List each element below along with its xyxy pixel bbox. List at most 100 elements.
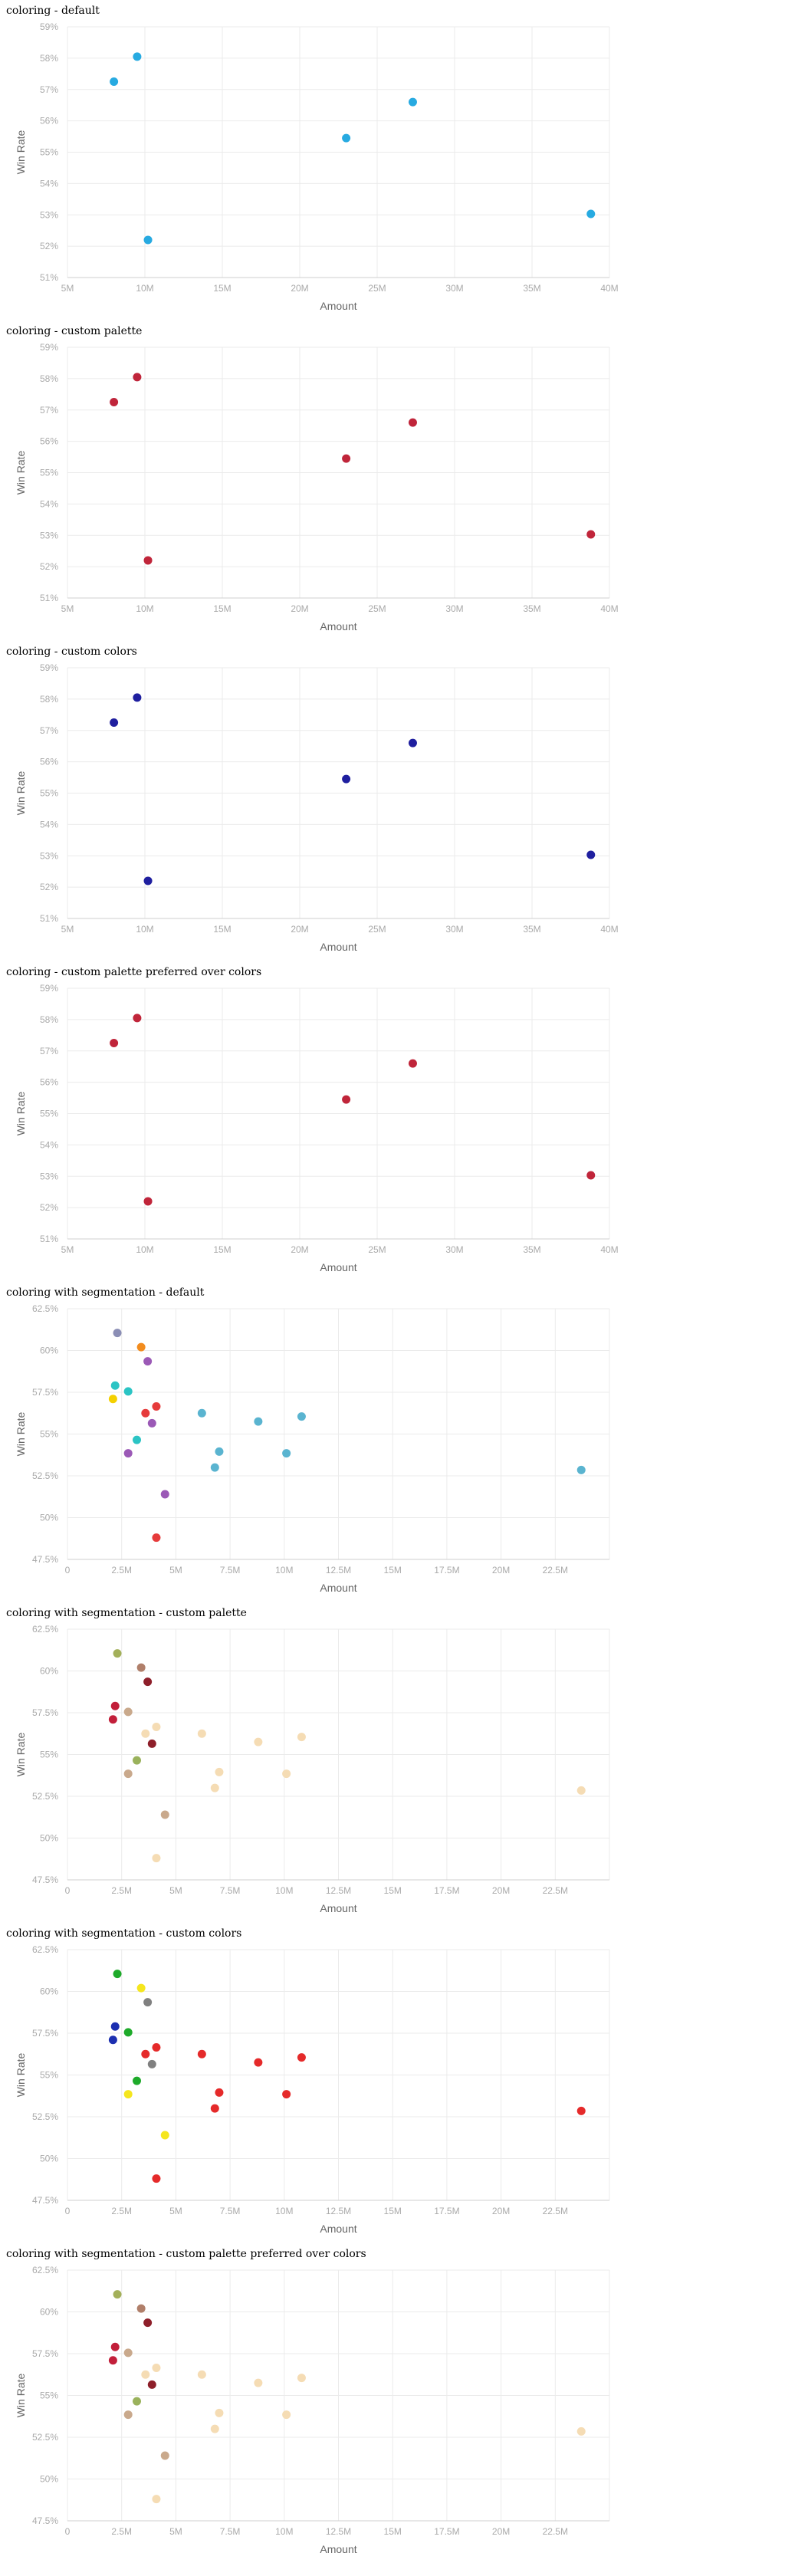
data-point[interactable] <box>136 1342 146 1352</box>
data-point[interactable] <box>123 2348 133 2358</box>
data-point[interactable] <box>254 2378 263 2387</box>
data-point[interactable] <box>141 1729 150 1738</box>
data-point[interactable] <box>210 1783 219 1792</box>
data-point[interactable] <box>297 1412 306 1421</box>
data-point[interactable] <box>143 1998 153 2007</box>
data-point[interactable] <box>586 1171 596 1180</box>
data-point[interactable] <box>297 2053 306 2062</box>
data-point[interactable] <box>254 2058 263 2067</box>
data-point[interactable] <box>123 1707 133 1717</box>
data-point[interactable] <box>408 738 417 748</box>
data-point[interactable] <box>108 2036 117 2045</box>
data-point[interactable] <box>152 2043 161 2052</box>
data-point[interactable] <box>152 1402 161 1411</box>
data-point[interactable] <box>123 1387 133 1396</box>
data-point[interactable] <box>586 530 596 539</box>
data-point[interactable] <box>110 2022 120 2031</box>
data-point[interactable] <box>160 2131 169 2140</box>
data-point[interactable] <box>123 2028 133 2037</box>
data-point[interactable] <box>342 774 351 784</box>
data-point[interactable] <box>147 1418 156 1428</box>
data-point[interactable] <box>147 2380 156 2389</box>
data-point[interactable] <box>210 1463 219 1472</box>
data-point[interactable] <box>133 373 142 382</box>
data-point[interactable] <box>143 2318 153 2328</box>
data-point[interactable] <box>282 2090 291 2099</box>
data-point[interactable] <box>141 1408 150 1418</box>
data-point[interactable] <box>210 2104 219 2113</box>
data-point[interactable] <box>586 850 596 859</box>
data-point[interactable] <box>160 1810 169 1819</box>
data-point[interactable] <box>108 1395 117 1404</box>
data-point[interactable] <box>152 1854 161 1863</box>
data-point[interactable] <box>215 2088 224 2097</box>
data-point[interactable] <box>133 52 142 61</box>
data-point[interactable] <box>123 2410 133 2420</box>
data-point[interactable] <box>113 1329 122 1338</box>
data-point[interactable] <box>197 2049 206 2058</box>
data-point[interactable] <box>110 718 119 728</box>
data-point[interactable] <box>132 1756 141 1765</box>
data-point[interactable] <box>113 2290 122 2299</box>
data-point[interactable] <box>342 1095 351 1104</box>
data-point[interactable] <box>123 2090 133 2099</box>
data-point[interactable] <box>136 1663 146 1672</box>
data-point[interactable] <box>282 1769 291 1779</box>
data-point[interactable] <box>297 1733 306 1742</box>
data-point[interactable] <box>132 2076 141 2085</box>
data-point[interactable] <box>108 2356 117 2365</box>
data-point[interactable] <box>586 209 596 219</box>
data-point[interactable] <box>576 2426 586 2436</box>
data-point[interactable] <box>152 2174 161 2183</box>
data-point[interactable] <box>136 2304 146 2313</box>
data-point[interactable] <box>408 1059 417 1068</box>
data-point[interactable] <box>342 133 351 143</box>
data-point[interactable] <box>576 1465 586 1474</box>
data-point[interactable] <box>576 2106 586 2115</box>
data-point[interactable] <box>143 556 153 565</box>
data-point[interactable] <box>147 2059 156 2068</box>
data-point[interactable] <box>160 2451 169 2460</box>
data-point[interactable] <box>408 97 417 107</box>
data-point[interactable] <box>143 876 153 886</box>
data-point[interactable] <box>110 1039 119 1048</box>
data-point[interactable] <box>147 1739 156 1748</box>
data-point[interactable] <box>254 1737 263 1746</box>
data-point[interactable] <box>132 1435 141 1444</box>
data-point[interactable] <box>110 1701 120 1710</box>
data-point[interactable] <box>143 1357 153 1366</box>
data-point[interactable] <box>133 693 142 702</box>
data-point[interactable] <box>197 1729 206 1738</box>
data-point[interactable] <box>576 1786 586 1795</box>
data-point[interactable] <box>160 1490 169 1499</box>
data-point[interactable] <box>152 2495 161 2504</box>
data-point[interactable] <box>342 454 351 463</box>
data-point[interactable] <box>215 1767 224 1776</box>
data-point[interactable] <box>152 1723 161 1732</box>
data-point[interactable] <box>133 1014 142 1023</box>
data-point[interactable] <box>113 1970 122 1979</box>
data-point[interactable] <box>108 1715 117 1724</box>
data-point[interactable] <box>132 2397 141 2406</box>
data-point[interactable] <box>197 2370 206 2379</box>
data-point[interactable] <box>113 1649 122 1658</box>
data-point[interactable] <box>110 1381 120 1390</box>
data-point[interactable] <box>110 77 119 87</box>
data-point[interactable] <box>110 398 119 407</box>
data-point[interactable] <box>197 1408 206 1418</box>
data-point[interactable] <box>282 2410 291 2420</box>
data-point[interactable] <box>152 2364 161 2373</box>
data-point[interactable] <box>297 2374 306 2383</box>
data-point[interactable] <box>123 1769 133 1779</box>
data-point[interactable] <box>254 1417 263 1426</box>
data-point[interactable] <box>282 1449 291 1458</box>
data-point[interactable] <box>215 2408 224 2417</box>
data-point[interactable] <box>143 235 153 245</box>
data-point[interactable] <box>110 2342 120 2351</box>
data-point[interactable] <box>141 2370 150 2379</box>
data-point[interactable] <box>215 1447 224 1456</box>
data-point[interactable] <box>123 1449 133 1458</box>
data-point[interactable] <box>143 1677 153 1687</box>
data-point[interactable] <box>136 1983 146 1993</box>
data-point[interactable] <box>143 1197 153 1206</box>
